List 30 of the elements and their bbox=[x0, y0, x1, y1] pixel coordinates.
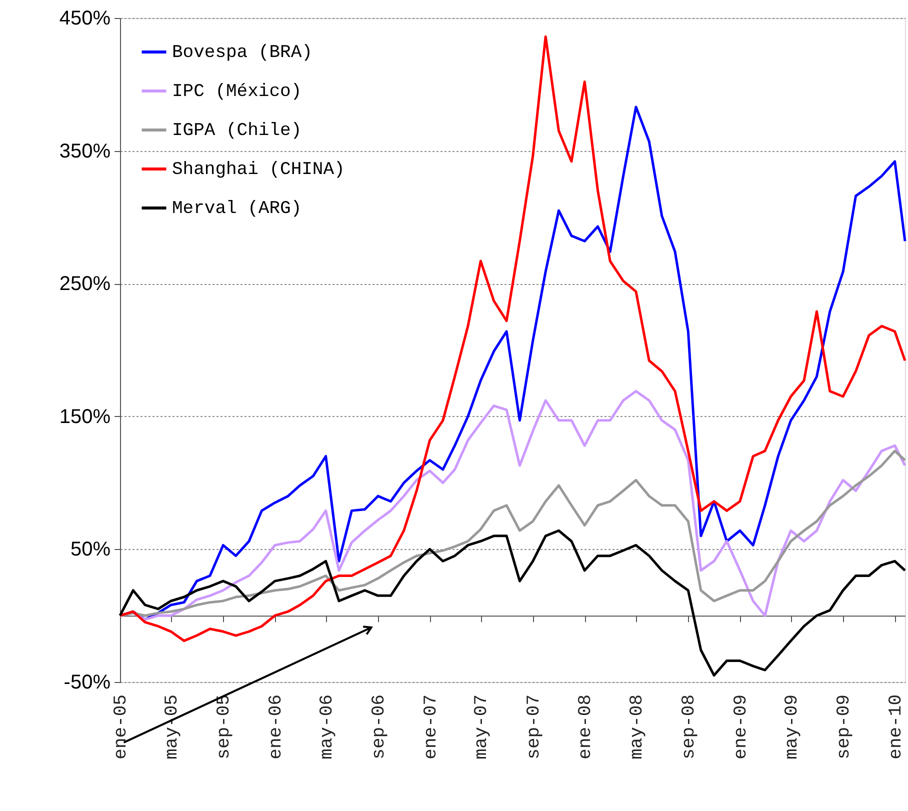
x-tick-label: may-08 bbox=[627, 694, 648, 760]
x-tick-label: ene-07 bbox=[421, 694, 442, 760]
y-tick-label: 350% bbox=[59, 140, 111, 162]
x-tick-label: sep-09 bbox=[834, 694, 855, 760]
y-tick-label: 250% bbox=[59, 273, 111, 296]
x-tick-label: may-06 bbox=[317, 694, 338, 760]
x-tick-label: sep-08 bbox=[680, 694, 700, 760]
x-tick-label: may-05 bbox=[162, 694, 182, 760]
x-tick-label: sep-06 bbox=[369, 694, 390, 760]
x-tick-label: ene-08 bbox=[576, 694, 596, 760]
x-tick-label: ene-05 bbox=[112, 694, 132, 760]
x-tick-label: ene-09 bbox=[731, 694, 752, 760]
legend-label: Bovespa (BRA) bbox=[172, 43, 312, 63]
x-tick-label: ene-06 bbox=[266, 694, 286, 760]
x-tick-label: may-07 bbox=[472, 694, 492, 760]
legend-label: Merval (ARG) bbox=[172, 199, 302, 219]
y-tick-label: 150% bbox=[59, 406, 111, 428]
y-tick-label: 50% bbox=[70, 538, 111, 561]
y-tick-label: 450% bbox=[59, 8, 111, 30]
legend-label: IPC (México) bbox=[172, 82, 302, 102]
line-series bbox=[118, 529, 906, 677]
x-tick-label: ene-10 bbox=[886, 694, 906, 760]
y-tick-label: -50% bbox=[64, 672, 111, 694]
line-series bbox=[118, 35, 906, 642]
legend-label: IGPA (Chile) bbox=[172, 121, 302, 141]
legend-label: Shanghai (CHINA) bbox=[172, 160, 345, 180]
x-tick-label: sep-07 bbox=[524, 694, 544, 760]
x-tick-label: may-09 bbox=[782, 694, 802, 760]
x-tick-label: sep-05 bbox=[214, 694, 235, 760]
line-series bbox=[118, 450, 906, 617]
